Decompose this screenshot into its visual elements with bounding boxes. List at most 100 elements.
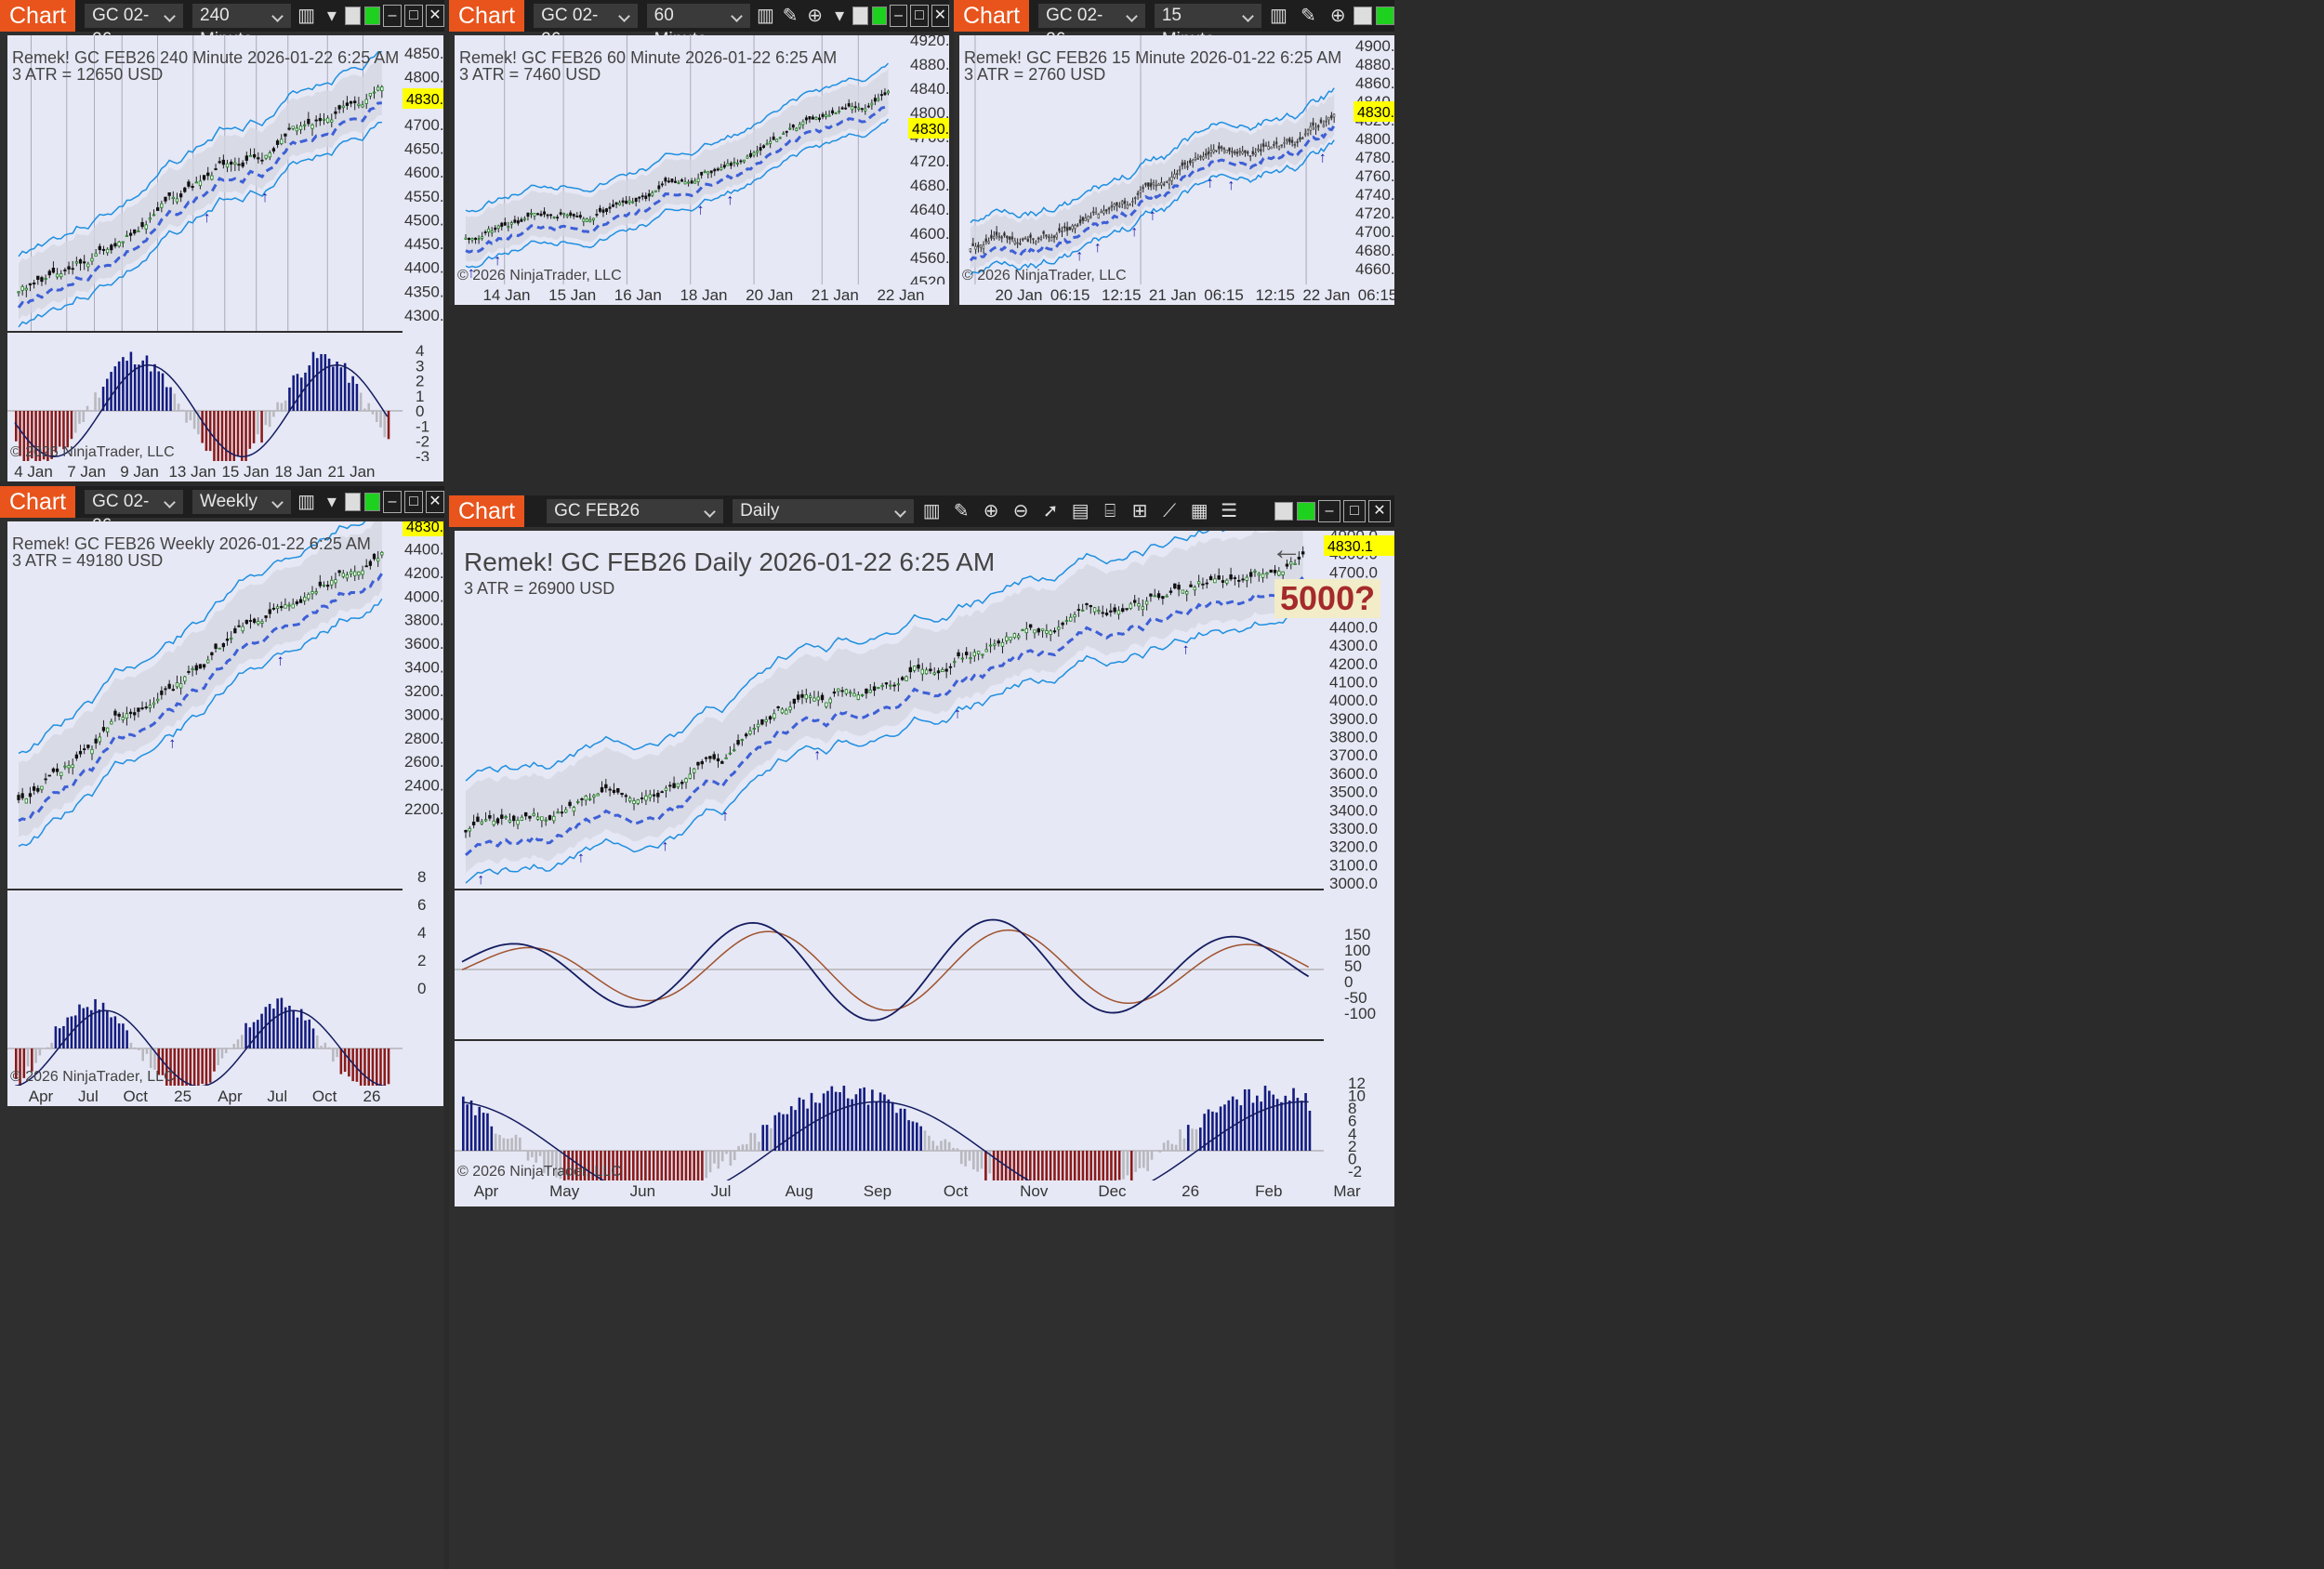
zoom-out-icon[interactable]: ⊖ xyxy=(1012,501,1029,521)
instrument-selector[interactable]: GC 02-26 xyxy=(85,4,184,49)
histogram-bar xyxy=(1158,1151,1162,1153)
interval-selector[interactable]: 15 Minute xyxy=(1154,4,1261,49)
bar-style-icon[interactable]: ▥ xyxy=(922,501,941,521)
candle xyxy=(1248,155,1252,157)
indicators-icon[interactable]: ⟋ xyxy=(1163,501,1177,521)
time-axis[interactable]: 4 Jan 7 Jan 9 Jan 13 Jan 15 Jan 18 Jan 21 Jan xyxy=(7,461,443,481)
price-axis[interactable]: 4920.04880.04840.04800.04760.04720.04680… xyxy=(908,32,949,291)
zoom-icon[interactable]: ⊕ xyxy=(807,6,823,26)
close-button[interactable]: ✕ xyxy=(931,5,949,27)
interval-selector[interactable]: 60 Minute xyxy=(646,4,751,49)
instrument-selector[interactable]: GC 02-26 xyxy=(85,490,184,535)
instrument-selector[interactable]: GC FEB26 xyxy=(547,499,724,523)
histogram-bar xyxy=(339,1048,343,1075)
data-box-icon[interactable]: ▤ xyxy=(1071,501,1089,521)
bar-style-icon[interactable]: ▥ xyxy=(757,6,774,26)
histogram-bar xyxy=(138,364,140,411)
candle xyxy=(1085,603,1089,606)
histogram-bar xyxy=(169,1048,172,1089)
minimize-button[interactable]: – xyxy=(1318,500,1340,522)
price-axis[interactable]: 4850.04800.04750.04700.04650.04600.04550… xyxy=(403,35,444,466)
candle xyxy=(113,243,117,247)
histogram-bar xyxy=(1235,1099,1238,1151)
candle xyxy=(36,787,40,792)
link-color-gray[interactable] xyxy=(852,7,868,25)
maximize-button[interactable]: □ xyxy=(910,5,929,27)
minimize-button[interactable]: – xyxy=(382,491,402,513)
maximize-button[interactable]: □ xyxy=(403,5,423,27)
close-button[interactable]: ✕ xyxy=(1368,500,1391,522)
candle xyxy=(178,682,183,689)
chevron-down-icon[interactable]: ▾ xyxy=(835,6,845,26)
interval-selector[interactable]: Daily xyxy=(733,499,915,523)
bar-style-icon[interactable]: ▥ xyxy=(297,6,315,26)
chart-tab[interactable]: Chart xyxy=(0,0,76,32)
histogram-bar xyxy=(1174,1144,1178,1151)
chart-tab[interactable]: Chart xyxy=(449,495,525,527)
chevron-down-icon[interactable]: ▾ xyxy=(326,492,337,512)
price-tick-label: 4800.0 xyxy=(1355,130,1394,148)
candle xyxy=(468,827,472,832)
zoom-icon[interactable]: ⊕ xyxy=(1329,6,1346,26)
chart-tab[interactable]: Chart xyxy=(0,486,76,518)
interval-selector[interactable]: Weekly xyxy=(192,490,291,514)
link-color-gray[interactable] xyxy=(1274,502,1293,521)
minimize-button[interactable]: – xyxy=(382,5,402,27)
instrument-selector[interactable]: GC 02-26 xyxy=(534,4,638,49)
price-tick-label: 4400.0 xyxy=(404,540,443,558)
link-color-gray[interactable] xyxy=(345,493,362,511)
candle xyxy=(957,652,960,657)
bar-style-icon[interactable]: ▥ xyxy=(1270,6,1287,26)
pencil-icon[interactable]: ✎ xyxy=(782,6,799,26)
price-axis[interactable]: 4600.04400.04200.04000.03800.03600.03400… xyxy=(403,516,444,1086)
candle xyxy=(680,179,683,182)
candle xyxy=(476,816,480,823)
pencil-icon[interactable]: ✎ xyxy=(1300,6,1316,26)
candle xyxy=(572,807,576,812)
strategy-icon[interactable]: ⌸ xyxy=(1104,501,1116,521)
price-axis[interactable]: 4900.04800.04700.04600.04500.04400.04300… xyxy=(1324,527,1394,1180)
properties-icon[interactable]: ▦ xyxy=(1190,501,1208,521)
candle xyxy=(101,248,106,251)
link-color-green[interactable] xyxy=(1376,7,1394,25)
link-color-green[interactable] xyxy=(364,7,380,25)
time-axis[interactable]: Apr Jul Oct 25 Apr Jul Oct 26 xyxy=(7,1086,443,1106)
link-color-green[interactable] xyxy=(364,493,380,511)
candle xyxy=(816,696,820,701)
link-color-green[interactable] xyxy=(871,7,887,25)
maximize-button[interactable]: □ xyxy=(403,491,423,513)
price-axis[interactable]: 4900.04880.04860.04840.04820.04800.04780… xyxy=(1353,35,1394,284)
link-color-gray[interactable] xyxy=(345,7,362,25)
chart-style-icon[interactable]: ⊞ xyxy=(1131,501,1148,521)
bar-style-icon[interactable]: ▥ xyxy=(297,492,315,512)
close-button[interactable]: ✕ xyxy=(425,5,444,27)
link-color-green[interactable] xyxy=(1297,502,1315,521)
instrument-selector[interactable]: GC 02-26 xyxy=(1038,4,1145,49)
close-button[interactable]: ✕ xyxy=(425,491,444,513)
zoom-in-icon[interactable]: ⊕ xyxy=(983,501,999,521)
price-panel: ↑ ↑ ↑ ↑ ↑ ↑ ↑ xyxy=(959,35,1353,284)
list-icon[interactable]: ☰ xyxy=(1221,501,1238,521)
histogram-bar xyxy=(189,1048,192,1094)
histogram-bar xyxy=(522,1150,525,1151)
maximize-button[interactable]: □ xyxy=(1343,500,1366,522)
interval-selector[interactable]: 240 Minute xyxy=(192,4,291,49)
histogram-bar xyxy=(264,1007,268,1048)
histogram-bar xyxy=(919,1126,922,1151)
minimize-button[interactable]: – xyxy=(889,5,908,27)
time-axis[interactable]: 14 Jan 15 Jan 16 Jan 18 Jan 20 Jan 21 Jan 22 J… xyxy=(455,284,949,305)
back-arrow-icon[interactable]: ← xyxy=(1271,532,1302,567)
time-axis[interactable]: 20 Jan 06:15 12:15 21 Jan 06:15 12:15 22 Jan 06… xyxy=(959,284,1394,305)
candle xyxy=(1069,616,1073,622)
pencil-icon[interactable]: ✎ xyxy=(953,501,970,521)
candle xyxy=(857,107,861,110)
histogram-bar xyxy=(1167,1140,1169,1151)
link-color-gray[interactable] xyxy=(1353,7,1373,25)
candle xyxy=(121,717,125,720)
chevron-down-icon[interactable]: ▾ xyxy=(326,6,337,26)
candle xyxy=(202,175,206,180)
chart-tab[interactable]: Chart xyxy=(449,0,525,32)
pointer-icon[interactable]: ➚ xyxy=(1042,501,1059,521)
time-axis[interactable]: Apr May Jun Jul Aug Sep Oct Nov Dec 26 Feb Mar xyxy=(455,1180,1394,1206)
chart-tab[interactable]: Chart xyxy=(954,0,1030,32)
